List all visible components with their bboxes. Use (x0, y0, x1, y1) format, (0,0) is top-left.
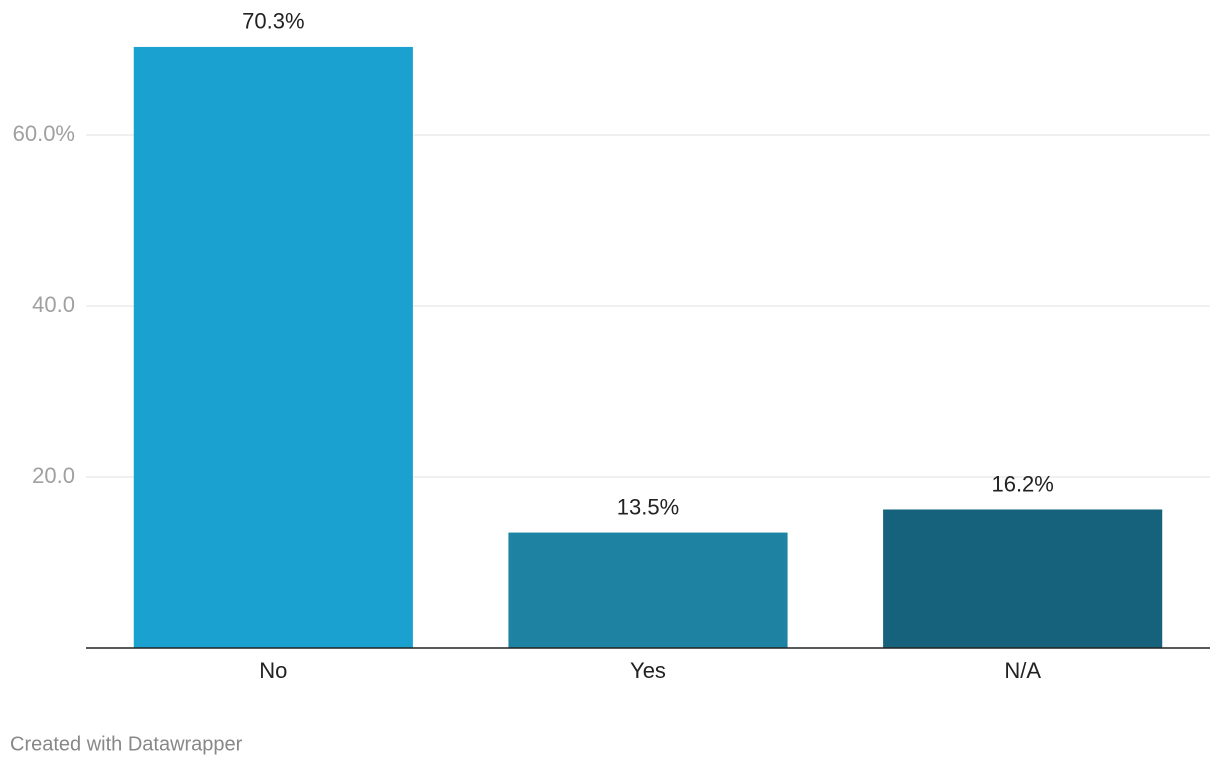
bar (883, 509, 1163, 648)
y-tick-label: 40.0 (32, 292, 75, 317)
value-label: 70.3% (242, 9, 304, 34)
x-tick-label: N/A (1004, 658, 1041, 683)
x-tick-label: No (259, 658, 287, 683)
value-label: 13.5% (617, 494, 679, 519)
credit: Created with Datawrapper (10, 733, 243, 755)
value-label: 16.2% (991, 471, 1053, 496)
y-tick-label: 20.0 (32, 463, 75, 488)
bar (133, 46, 413, 649)
x-tick-label: Yes (630, 658, 666, 683)
bar (508, 532, 788, 648)
y-tick-label: 60.0% (13, 121, 75, 146)
